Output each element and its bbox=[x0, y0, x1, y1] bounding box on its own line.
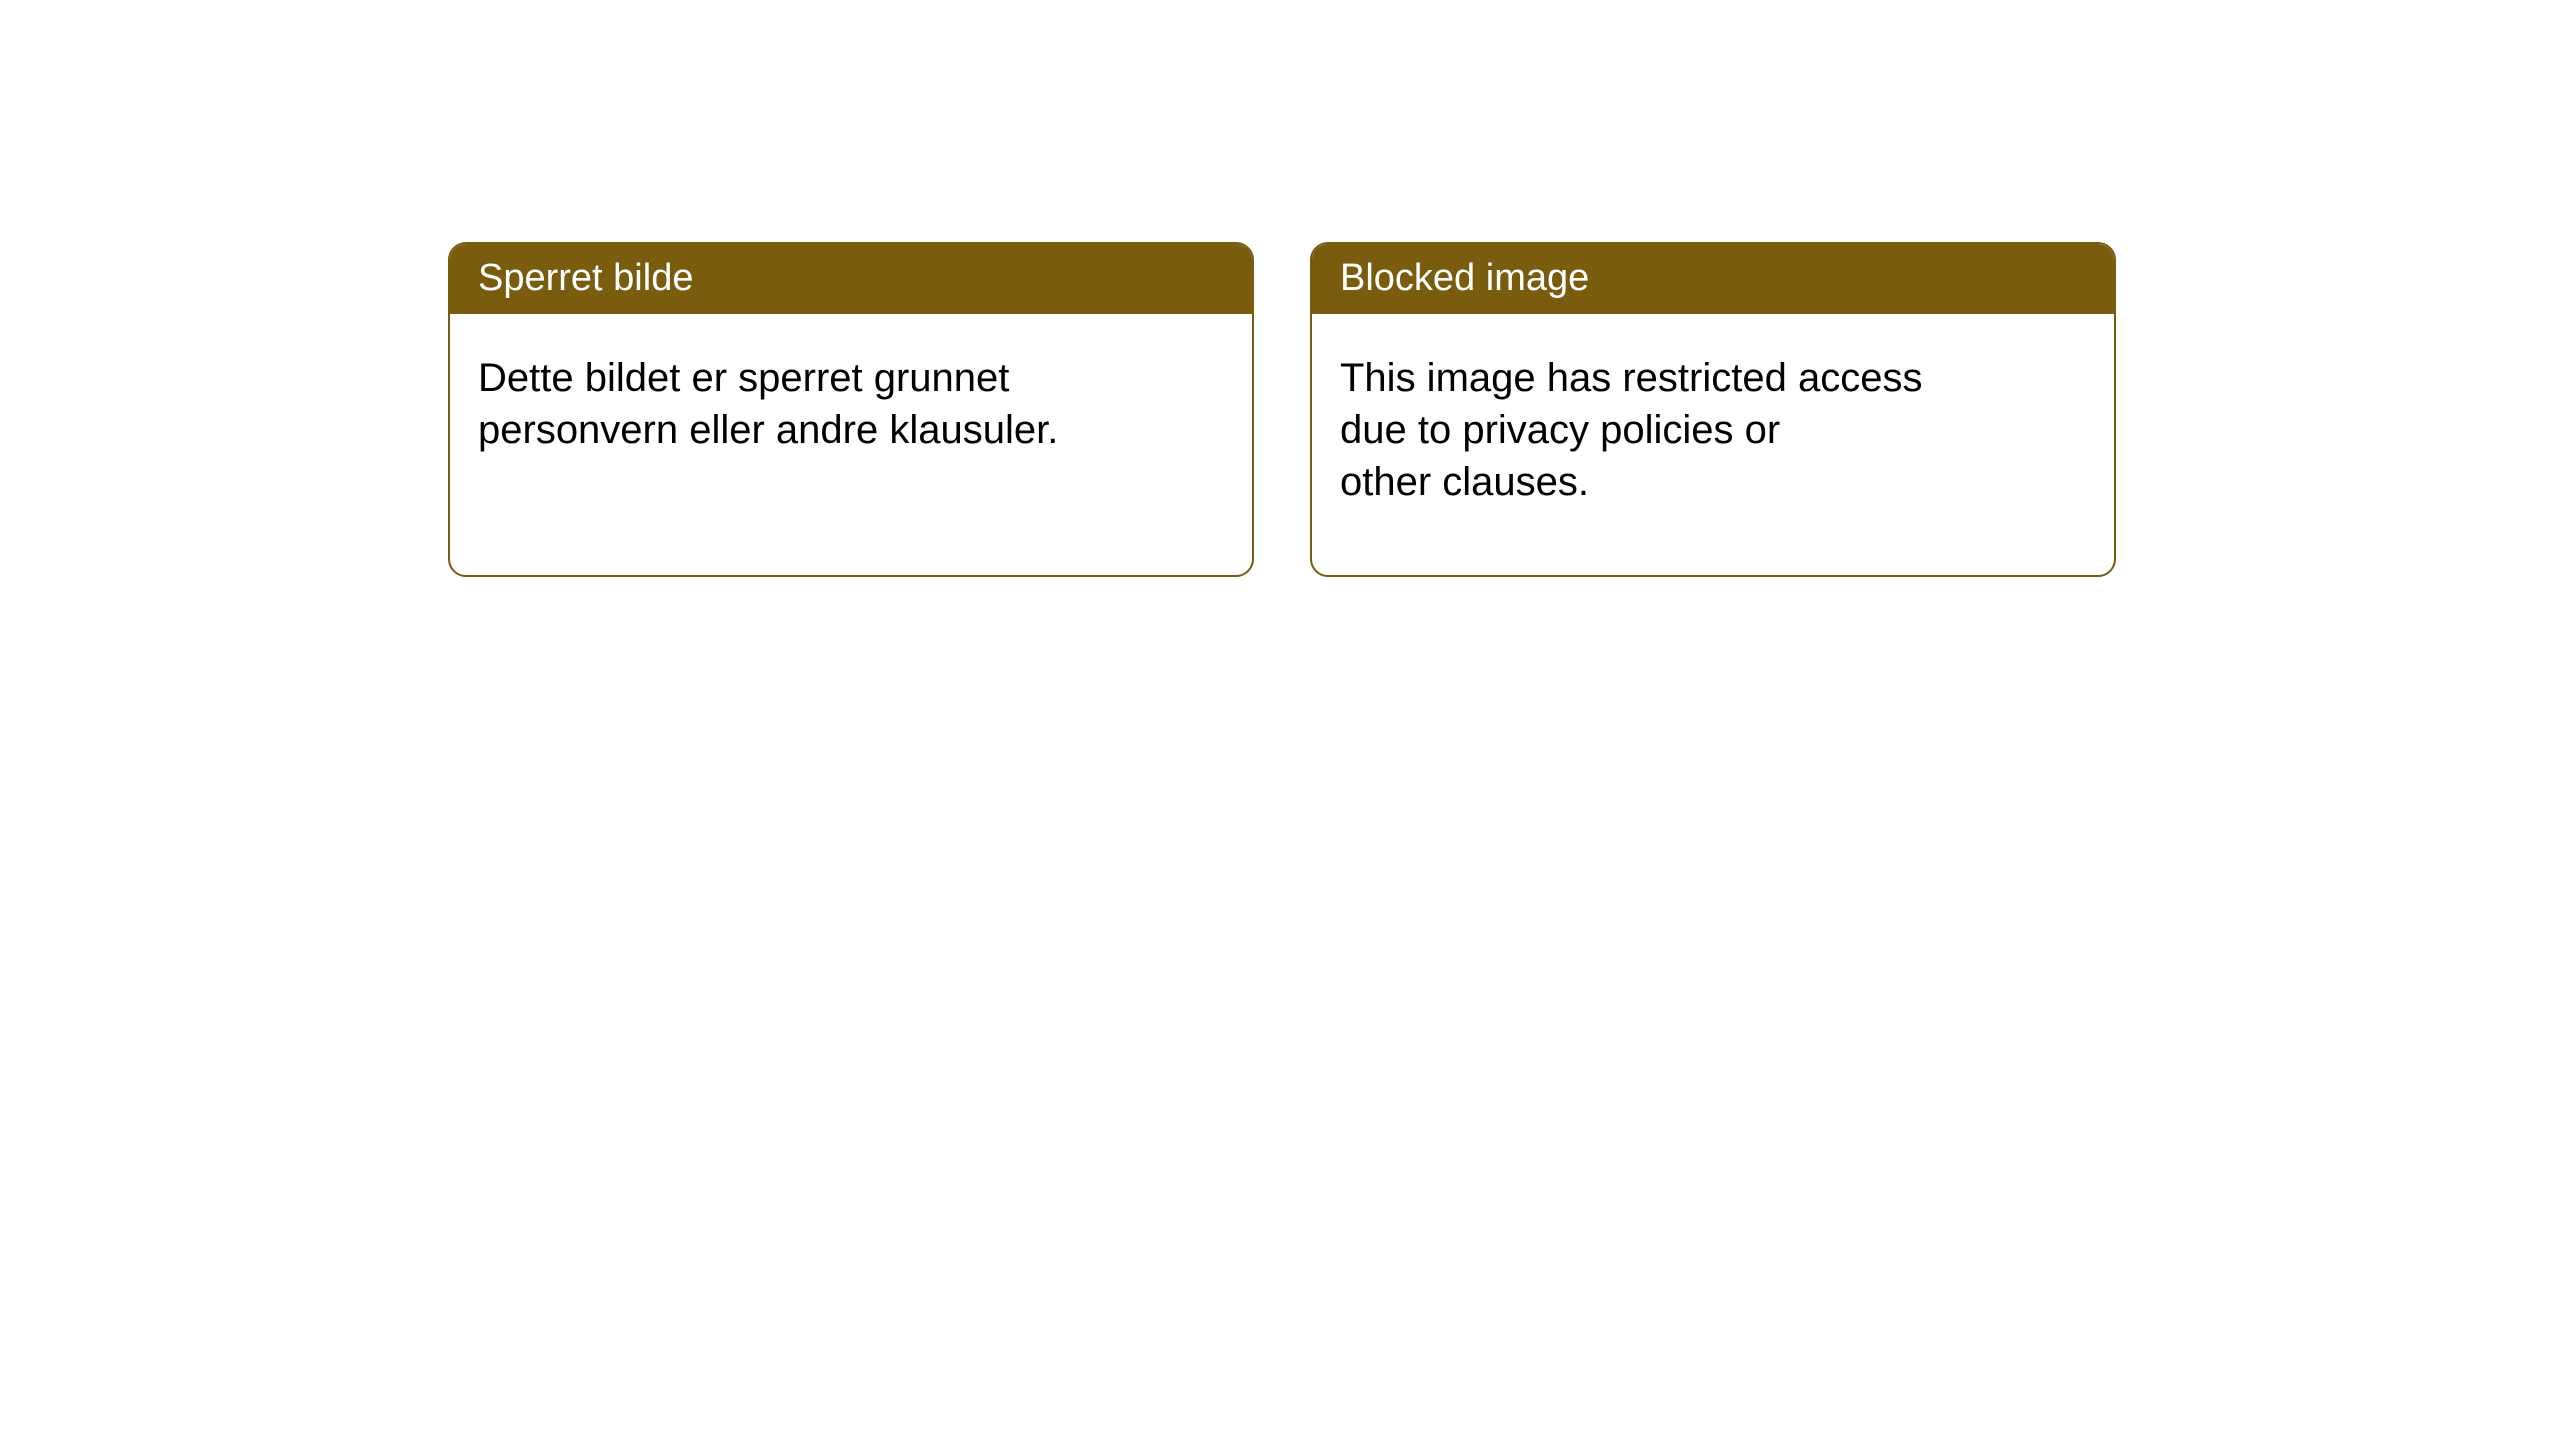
notice-card-norwegian: Sperret bilde Dette bildet er sperret gr… bbox=[448, 242, 1254, 577]
notice-header: Blocked image bbox=[1312, 244, 2114, 314]
notice-card-english: Blocked image This image has restricted … bbox=[1310, 242, 2116, 577]
notice-body: This image has restricted access due to … bbox=[1312, 314, 2114, 546]
notice-header: Sperret bilde bbox=[450, 244, 1252, 314]
notice-body: Dette bildet er sperret grunnet personve… bbox=[450, 314, 1252, 494]
notices-container: Sperret bilde Dette bildet er sperret gr… bbox=[0, 0, 2560, 577]
